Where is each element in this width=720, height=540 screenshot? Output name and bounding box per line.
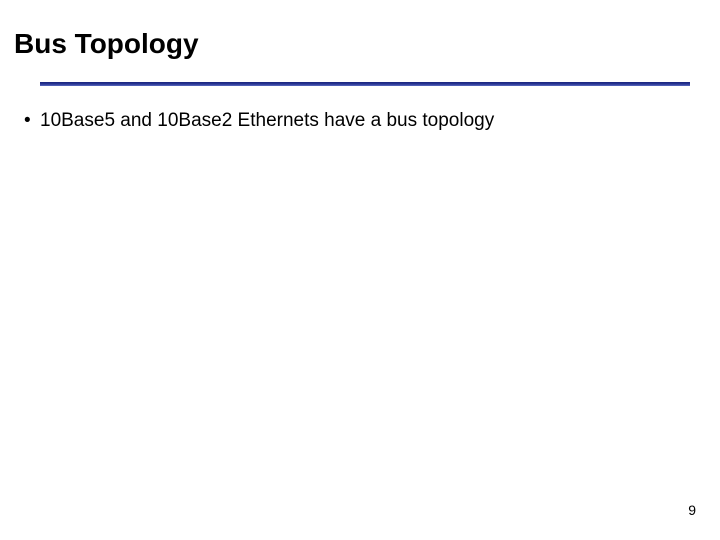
slide-title: Bus Topology [14, 28, 199, 60]
page-number: 9 [688, 502, 696, 518]
title-divider [40, 82, 690, 86]
bullet-item: • 10Base5 and 10Base2 Ethernets have a b… [22, 110, 680, 132]
slide: Bus Topology • 10Base5 and 10Base2 Ether… [0, 0, 720, 540]
slide-content: • 10Base5 and 10Base2 Ethernets have a b… [22, 110, 680, 132]
bullet-text: 10Base5 and 10Base2 Ethernets have a bus… [40, 110, 680, 132]
bullet-marker: • [22, 110, 40, 132]
